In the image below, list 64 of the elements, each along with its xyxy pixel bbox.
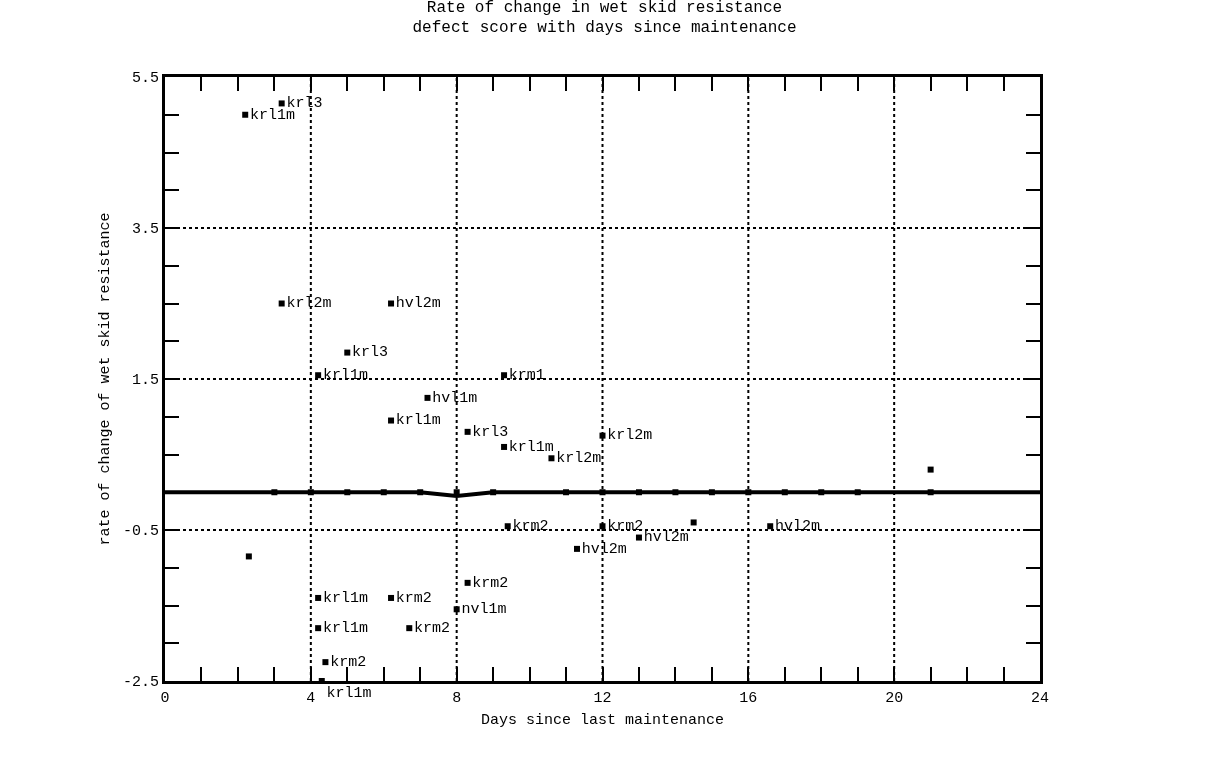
point (464, 579, 471, 586)
point (767, 523, 774, 530)
data-label: hvl2m (774, 517, 820, 535)
point (315, 372, 322, 379)
data-label: krm2 (330, 653, 367, 671)
data-label: krm2 (414, 619, 451, 637)
data-label: krl1m (326, 685, 372, 702)
point (599, 523, 606, 530)
chart-title: Rate of change in wet skid resistance defect score with days since maintenance (412, 0, 797, 38)
x-tick-label: 12 (593, 690, 612, 707)
data-label: nvl1m (461, 601, 507, 619)
data-label: hvl2m (581, 540, 627, 558)
y-tick-label: 1.5 (131, 372, 159, 390)
point (245, 553, 252, 560)
point (388, 594, 395, 601)
data-label: hvl2m (643, 529, 689, 547)
data-label: krl1m (508, 438, 554, 456)
x-axis-title: Days since last maintenance (480, 712, 725, 729)
point (635, 534, 642, 541)
point (501, 443, 508, 450)
data-label: krl2m (556, 450, 602, 468)
y-tick-label: 5.5 (131, 70, 159, 88)
y-axis-title: rate of change of wet skid resistance (97, 212, 115, 546)
point (322, 659, 329, 666)
point (278, 300, 285, 307)
y-tick-label: -2.5 (122, 674, 159, 692)
point (501, 372, 508, 379)
point (573, 545, 580, 552)
data-label: krl2m (607, 427, 653, 445)
x-tick-label: 24 (1030, 690, 1050, 707)
point (690, 519, 697, 526)
point (927, 466, 934, 473)
point (344, 349, 351, 356)
point (548, 455, 555, 462)
data-label: krl1m (249, 106, 295, 124)
point (315, 594, 322, 601)
point (278, 100, 285, 107)
point (388, 417, 395, 424)
point (406, 625, 413, 632)
x-tick-label: 20 (885, 690, 904, 707)
data-label: krm2 (395, 589, 432, 607)
data-label: krl1m (322, 619, 368, 637)
point (504, 523, 511, 530)
point (388, 300, 395, 307)
x-tick-label: 8 (452, 690, 462, 707)
y-tick-label: 3.5 (131, 221, 159, 239)
data-label: krl1m (395, 412, 441, 430)
data-label: krl3 (472, 423, 509, 441)
point (464, 428, 471, 435)
data-label: krl3 (352, 344, 389, 362)
point (453, 606, 460, 613)
data-label: krl2m (286, 295, 332, 313)
point (242, 111, 249, 118)
data-label: hvl2m (395, 295, 441, 313)
data-label: hvl1m (432, 389, 478, 407)
x-tick-label: 0 (160, 690, 170, 707)
point (599, 432, 606, 439)
x-tick-label: 4 (306, 690, 316, 707)
point (315, 625, 322, 632)
point (424, 394, 431, 401)
data-label: krm2 (472, 574, 509, 592)
y-tick-label: -0.5 (122, 523, 159, 541)
data-label: krl1m (322, 589, 368, 607)
x-tick-label: 16 (739, 690, 758, 707)
